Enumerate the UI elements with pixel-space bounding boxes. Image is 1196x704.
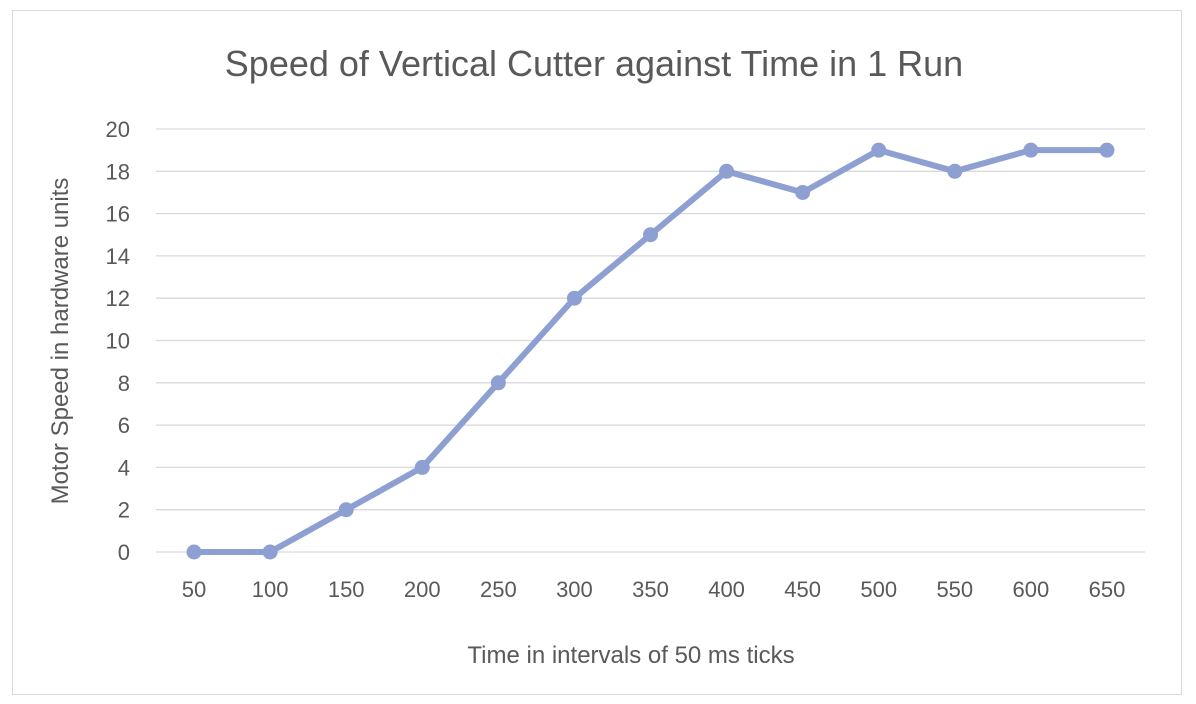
data-point (947, 163, 963, 179)
x-tick-label: 300 (556, 577, 593, 602)
x-tick-label: 350 (632, 577, 669, 602)
x-tick-label: 550 (936, 577, 973, 602)
x-axis-label: Time in intervals of 50 ms ticks (467, 642, 794, 669)
data-point (719, 163, 735, 179)
x-tick-label: 650 (1089, 577, 1126, 602)
y-tick-label: 10 (106, 329, 130, 354)
data-point (871, 142, 887, 158)
data-point (1099, 142, 1115, 158)
x-tick-label: 500 (860, 577, 897, 602)
data-point (490, 375, 506, 391)
y-tick-label: 0 (118, 540, 130, 565)
chart-frame (12, 10, 1182, 695)
chart-title: Speed of Vertical Cutter against Time in… (225, 43, 963, 84)
y-tick-label: 18 (106, 159, 130, 184)
y-tick-label: 2 (118, 498, 130, 523)
data-point (338, 502, 354, 518)
y-tick-label: 12 (106, 286, 130, 311)
x-tick-label: 200 (404, 577, 441, 602)
data-point (414, 459, 430, 475)
x-axis-ticks: 50 100 150 200 250 300 350 400 450 500 550 600 650 (182, 577, 1126, 602)
x-tick-label: 250 (480, 577, 517, 602)
y-axis-ticks: 0 2 4 6 8 10 12 14 16 18 20 (106, 117, 130, 565)
x-tick-label: 450 (784, 577, 821, 602)
data-point (1023, 142, 1039, 158)
data-point (795, 184, 811, 200)
x-tick-label: 600 (1013, 577, 1050, 602)
y-tick-label: 8 (118, 371, 130, 396)
y-tick-label: 4 (118, 455, 130, 480)
x-tick-label: 50 (182, 577, 206, 602)
y-axis-label: Motor Speed in hardware units (47, 178, 74, 505)
data-point (566, 290, 582, 306)
y-tick-label: 16 (106, 202, 130, 227)
x-tick-label: 150 (328, 577, 365, 602)
data-point (643, 227, 658, 243)
data-point (186, 544, 202, 560)
y-tick-label: 14 (106, 244, 130, 269)
series-group (186, 142, 1115, 560)
series-line (191, 147, 1110, 555)
x-tick-label: 400 (708, 577, 745, 602)
x-tick-label: 100 (252, 577, 289, 602)
y-tick-label: 20 (106, 117, 130, 142)
y-tick-label: 6 (118, 413, 130, 438)
gridlines (156, 128, 1145, 553)
data-point (262, 544, 278, 560)
